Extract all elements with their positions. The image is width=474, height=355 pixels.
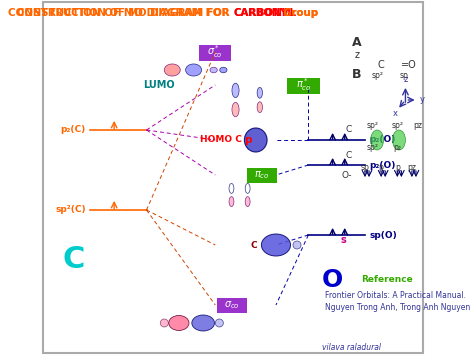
- Text: CARBONYL: CARBONYL: [233, 8, 296, 18]
- Text: Reference: Reference: [361, 275, 413, 284]
- Text: C: C: [378, 60, 384, 70]
- Text: p: p: [379, 164, 383, 173]
- Text: p: p: [395, 164, 400, 173]
- Text: $\sigma_{co}$: $\sigma_{co}$: [224, 299, 239, 311]
- Text: sp: sp: [361, 164, 369, 173]
- Text: sp(O): sp(O): [369, 230, 397, 240]
- Text: sp²: sp²: [371, 71, 383, 80]
- Text: A: A: [352, 36, 362, 49]
- FancyBboxPatch shape: [43, 2, 423, 353]
- Ellipse shape: [245, 197, 250, 207]
- Ellipse shape: [257, 87, 263, 98]
- Text: p₂(O): p₂(O): [369, 136, 395, 144]
- Ellipse shape: [215, 319, 223, 327]
- Text: Group: Group: [279, 8, 319, 18]
- Text: x: x: [392, 109, 397, 119]
- Text: $\pi_{co}$: $\pi_{co}$: [254, 169, 269, 181]
- FancyBboxPatch shape: [247, 168, 277, 183]
- Ellipse shape: [392, 130, 405, 150]
- Text: pz: pz: [408, 164, 416, 173]
- Ellipse shape: [210, 67, 217, 73]
- Text: B: B: [352, 69, 362, 82]
- Text: C: C: [63, 246, 85, 274]
- Text: z: z: [403, 76, 408, 84]
- Ellipse shape: [261, 234, 291, 256]
- Text: =O: =O: [401, 60, 417, 70]
- Text: p: p: [244, 135, 252, 145]
- Text: pz: pz: [413, 120, 422, 130]
- Text: CONSTRUCTION OF MO DIAGRAM FOR: CONSTRUCTION OF MO DIAGRAM FOR: [17, 8, 233, 18]
- Text: CONSTRUCTION OF MO DIAGRAM FOR: CONSTRUCTION OF MO DIAGRAM FOR: [8, 8, 233, 18]
- Text: HOMO C: HOMO C: [200, 136, 242, 144]
- Text: vilava raladural: vilava raladural: [322, 344, 381, 353]
- Text: C: C: [346, 126, 352, 135]
- Text: Nguyen Trong Anh, Trong Anh Nguyen: Nguyen Trong Anh, Trong Anh Nguyen: [325, 304, 470, 312]
- Ellipse shape: [186, 64, 201, 76]
- FancyBboxPatch shape: [217, 298, 247, 313]
- Ellipse shape: [229, 197, 234, 207]
- Ellipse shape: [371, 130, 383, 150]
- Text: sp: sp: [400, 71, 408, 80]
- Ellipse shape: [192, 315, 214, 331]
- FancyBboxPatch shape: [199, 45, 231, 61]
- Text: y: y: [420, 95, 425, 104]
- Text: z: z: [355, 50, 359, 60]
- Ellipse shape: [245, 128, 267, 152]
- Text: O-: O-: [342, 170, 353, 180]
- Text: CARBONYL: CARBONYL: [233, 8, 294, 18]
- Text: sp²: sp²: [392, 120, 403, 130]
- Text: C: C: [346, 151, 352, 159]
- Text: Group: Group: [280, 8, 318, 18]
- Ellipse shape: [257, 102, 263, 113]
- Text: C: C: [250, 240, 256, 250]
- Text: p₂(C): p₂(C): [61, 126, 86, 135]
- Text: sp²: sp²: [367, 143, 379, 153]
- Ellipse shape: [232, 102, 239, 117]
- FancyBboxPatch shape: [287, 78, 319, 94]
- Text: p₂(O): p₂(O): [369, 160, 395, 169]
- Text: s: s: [341, 235, 346, 245]
- Text: $\pi^*_{co}$: $\pi^*_{co}$: [296, 77, 311, 93]
- Ellipse shape: [293, 241, 301, 249]
- Ellipse shape: [232, 83, 239, 98]
- Ellipse shape: [160, 319, 168, 327]
- Text: LUMO: LUMO: [143, 80, 175, 90]
- Text: sp²: sp²: [367, 120, 379, 130]
- Text: Frontier Orbitals: A Practical Manual.: Frontier Orbitals: A Practical Manual.: [325, 290, 465, 300]
- Text: p₂: p₂: [393, 143, 401, 153]
- Ellipse shape: [164, 64, 180, 76]
- Ellipse shape: [220, 67, 227, 73]
- Ellipse shape: [169, 316, 189, 331]
- Ellipse shape: [229, 184, 234, 193]
- Ellipse shape: [245, 184, 250, 193]
- Text: sp²(C): sp²(C): [55, 206, 86, 214]
- Text: $\sigma^*_{co}$: $\sigma^*_{co}$: [208, 44, 223, 60]
- Text: O: O: [322, 268, 343, 292]
